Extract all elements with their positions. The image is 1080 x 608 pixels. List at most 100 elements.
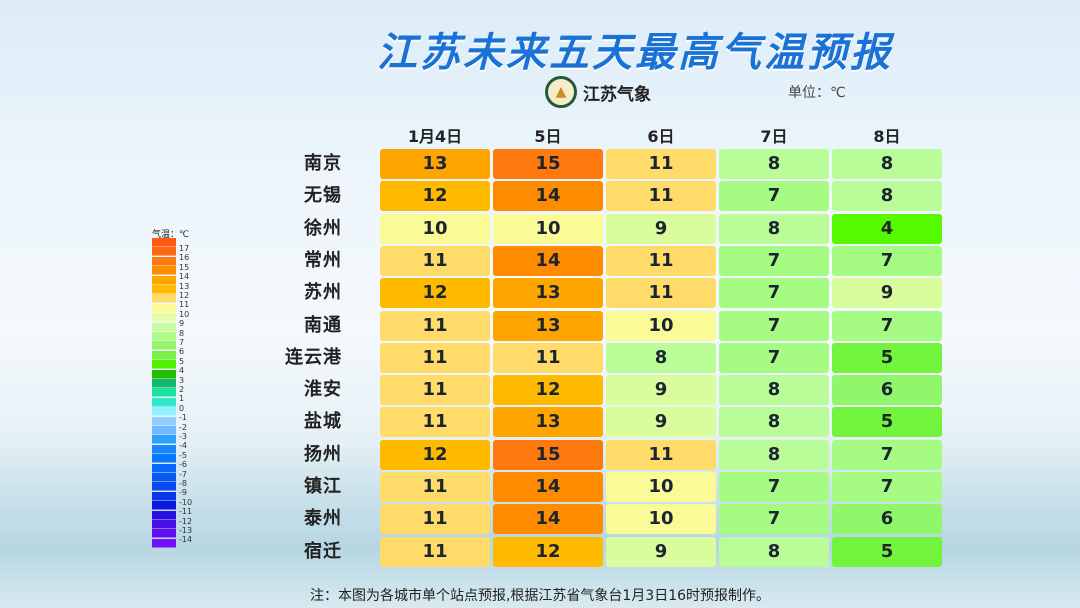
temp-cell: 10 (606, 504, 716, 535)
temp-cell: 13 (493, 278, 603, 309)
legend-label: -2 (179, 422, 187, 432)
legend-label: -7 (179, 469, 187, 479)
legend-label: 3 (179, 375, 185, 385)
temp-cell: 14 (493, 181, 603, 212)
legend-swatch (152, 238, 176, 247)
temp-cell: 12 (380, 278, 490, 309)
temp-cell: 11 (380, 375, 490, 406)
temp-cell: 8 (719, 375, 829, 406)
legend-swatch (152, 520, 176, 529)
legend-label: 6 (179, 347, 185, 357)
legend-swatch (152, 247, 176, 257)
legend-swatch (152, 350, 176, 360)
legend-swatch (152, 322, 176, 332)
logo: ▲ 江苏气象 (545, 76, 651, 108)
unit-label: 单位：℃ (788, 85, 846, 101)
temp-cell: 9 (606, 213, 716, 244)
legend-swatch (152, 397, 176, 407)
legend-swatch (152, 266, 176, 276)
legend-swatch (152, 285, 176, 294)
logo-text: 江苏气象 (583, 84, 651, 105)
temp-cell: 7 (719, 504, 829, 535)
temp-cell: 6 (832, 504, 942, 535)
logo-badge-icon: ▲ (545, 76, 577, 108)
legend-label: 1 (179, 394, 185, 404)
legend-label: 7 (179, 338, 185, 347)
legend-label: 0 (179, 403, 185, 413)
legend-label: -10 (179, 497, 193, 507)
legend-swatch (152, 482, 176, 492)
city-label: 无锡 (304, 185, 342, 207)
legend-swatch (152, 294, 176, 304)
legend-swatch (152, 538, 176, 548)
temp-cell: 5 (832, 407, 942, 438)
temp-cell: 9 (606, 375, 716, 406)
legend-swatch (152, 256, 176, 266)
temp-cell: 7 (719, 181, 829, 212)
temp-cell: 10 (493, 213, 603, 244)
city-label: 苏州 (304, 282, 342, 304)
city-label: 连云港 (285, 346, 342, 368)
legend-swatch (152, 369, 176, 379)
temp-cell: 11 (606, 181, 716, 212)
temp-cell: 8 (719, 407, 829, 438)
legend-label: 4 (179, 366, 185, 376)
temp-cell: 14 (493, 245, 603, 276)
temp-cell: 5 (832, 536, 942, 567)
legend-swatch (152, 341, 176, 351)
temp-cell: 11 (380, 310, 490, 341)
temp-cell: 12 (380, 181, 490, 212)
legend-label: 17 (179, 244, 190, 253)
column-header: 1月4日 (407, 127, 463, 146)
legend-swatch (152, 416, 176, 426)
legend-label: 12 (179, 291, 190, 300)
temp-cell: 11 (493, 342, 603, 373)
legend-swatch (152, 463, 176, 473)
legend-label: -3 (179, 432, 187, 441)
temp-cell: 8 (719, 213, 829, 244)
city-label: 徐州 (304, 217, 342, 239)
legend-label: -13 (179, 526, 193, 535)
legend-swatch (152, 275, 176, 285)
temp-cell: 10 (606, 310, 716, 341)
temp-cell: 12 (493, 375, 603, 406)
legend-swatch (152, 407, 176, 417)
legend-label: -1 (179, 413, 187, 423)
temp-cell: 8 (606, 342, 716, 373)
column-header: 6日 (647, 127, 675, 146)
temp-cell: 13 (380, 149, 490, 179)
column-header: 8日 (873, 127, 901, 146)
legend-swatch (152, 388, 176, 398)
temp-cell: 11 (606, 439, 716, 470)
temp-cell: 11 (380, 472, 490, 502)
temp-cell: 9 (832, 278, 942, 309)
legend-label: 9 (179, 319, 185, 329)
legend-label: 16 (179, 253, 190, 263)
temp-cell: 9 (606, 407, 716, 438)
temp-cell: 9 (606, 536, 716, 567)
legend-swatch (152, 426, 176, 435)
legend-title: 气温：℃ (152, 230, 190, 240)
city-label: 淮安 (304, 379, 342, 401)
temp-cell: 11 (380, 536, 490, 567)
city-label: 南京 (304, 153, 342, 174)
column-header: 5日 (534, 127, 562, 146)
legend-swatch (152, 444, 176, 454)
legend-label: 5 (179, 356, 185, 366)
legend-label: -11 (179, 507, 193, 517)
temp-cell: 11 (606, 245, 716, 276)
temp-cell: 5 (832, 342, 942, 373)
temp-cell: 7 (832, 472, 942, 502)
legend-swatch (152, 303, 176, 313)
legend-swatch (152, 360, 176, 370)
temp-cell: 10 (606, 472, 716, 502)
city-label: 宿迁 (304, 540, 342, 562)
temp-cell: 7 (719, 342, 829, 373)
legend-label: -4 (179, 441, 187, 451)
temp-cell: 14 (493, 504, 603, 535)
temp-cell: 12 (380, 439, 490, 470)
footnote: 注：本图为各城市单个站点预报,根据江苏省气象台1月3日16时预报制作。 (309, 588, 771, 604)
legend-label: -8 (179, 479, 187, 488)
temp-cell: 7 (719, 245, 829, 276)
temp-cell: 8 (832, 149, 942, 179)
